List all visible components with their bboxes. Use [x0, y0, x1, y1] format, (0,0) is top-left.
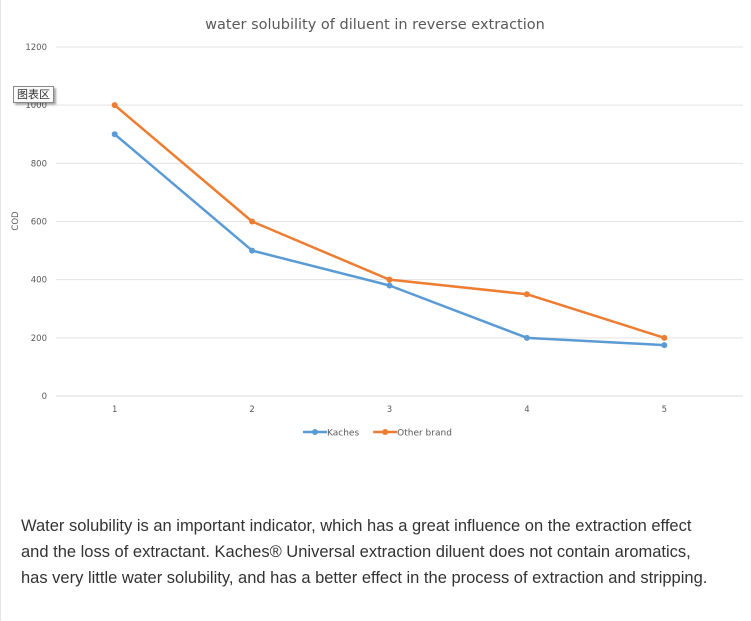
- x-tick-label: 3: [387, 405, 392, 415]
- data-point[interactable]: [523, 334, 530, 341]
- data-point[interactable]: [386, 276, 393, 283]
- series-kaches: [111, 131, 668, 349]
- y-tick-label: 1000: [25, 101, 47, 111]
- x-tick-label: 4: [524, 405, 529, 415]
- y-tick-label: 600: [31, 218, 47, 228]
- data-point[interactable]: [249, 218, 256, 225]
- x-tick-label: 5: [662, 405, 667, 415]
- y-axis-ticks: 0 200 400 600 800 1000 1200: [25, 43, 47, 402]
- x-tick-label: 2: [249, 405, 254, 415]
- x-tick-label: 1: [112, 405, 117, 415]
- series-line: [113, 133, 665, 347]
- y-tick-label: 1200: [25, 43, 47, 53]
- chart-area-tooltip: 图表区: [13, 86, 54, 103]
- line-chart[interactable]: water solubility of diluent in reverse e…: [0, 0, 751, 460]
- gridlines: [56, 46, 743, 397]
- data-point[interactable]: [661, 334, 668, 341]
- x-axis-ticks: 1 2 3 4 5: [112, 405, 667, 415]
- legend-marker-icon: [312, 429, 318, 435]
- legend: Kaches Other brand: [303, 429, 452, 439]
- page-left-border: [0, 0, 1, 621]
- data-point[interactable]: [111, 131, 118, 138]
- chart-title: water solubility of diluent in reverse e…: [205, 17, 545, 33]
- y-tick-label: 200: [31, 334, 47, 344]
- legend-label: Kaches: [327, 429, 359, 439]
- chart-svg: water solubility of diluent in reverse e…: [11, 17, 743, 439]
- legend-item[interactable]: Other brand: [373, 429, 452, 439]
- y-tick-label: 400: [31, 276, 47, 286]
- data-point[interactable]: [523, 291, 530, 298]
- data-point[interactable]: [249, 247, 256, 254]
- y-axis-label: COD: [11, 211, 21, 231]
- y-tick-label: 800: [31, 159, 47, 169]
- series-group: [111, 102, 668, 349]
- data-point[interactable]: [111, 102, 118, 109]
- data-point[interactable]: [386, 282, 393, 289]
- legend-label: Other brand: [397, 429, 452, 439]
- y-tick-label: 0: [42, 392, 47, 402]
- series-other-brand: [111, 102, 668, 341]
- legend-item[interactable]: Kaches: [303, 429, 359, 439]
- legend-marker-icon: [382, 429, 389, 435]
- data-point[interactable]: [661, 342, 668, 349]
- description-paragraph: Water solubility is an important indicat…: [21, 516, 708, 587]
